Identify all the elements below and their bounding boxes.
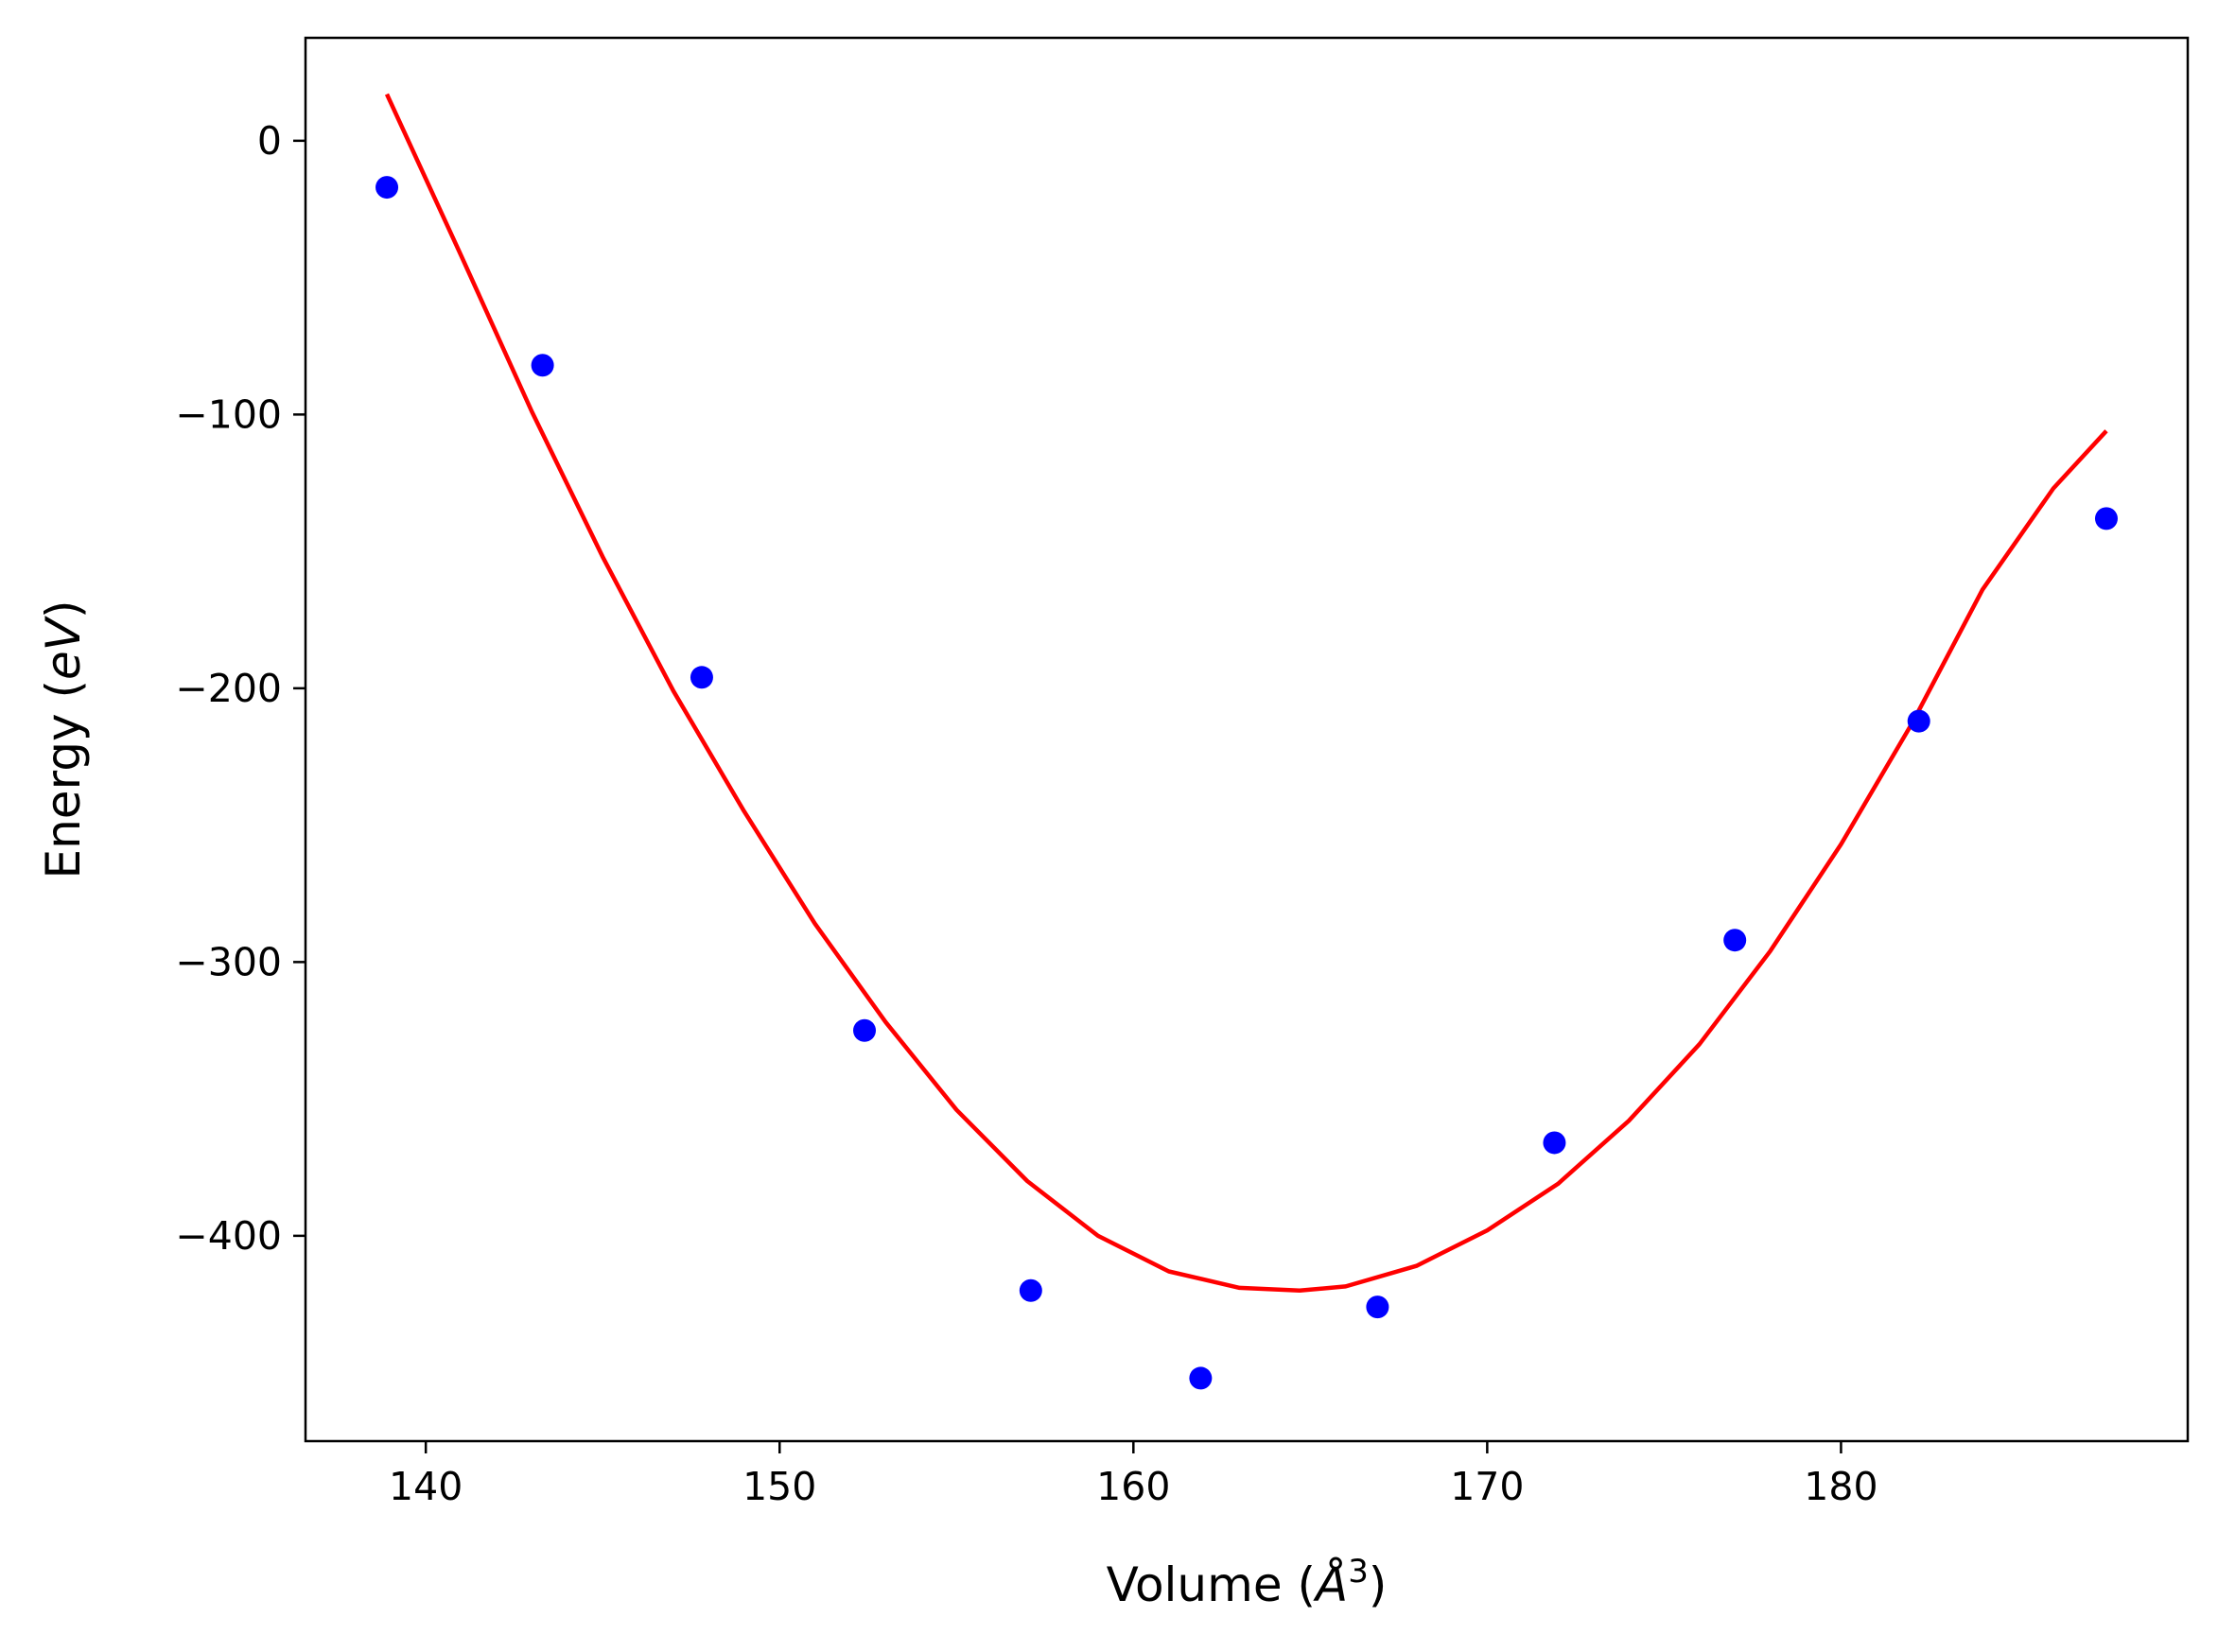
x-axis-ticks: 140 150 160 170 180 xyxy=(389,1441,1878,1509)
data-point xyxy=(1723,929,1747,952)
data-points-layer xyxy=(375,176,2118,1390)
y-tick-label: −200 xyxy=(175,666,282,711)
x-tick-label: 170 xyxy=(1450,1464,1524,1509)
fit-curve-layer xyxy=(384,93,2108,1294)
y-axis-title-close: ) xyxy=(36,600,91,619)
x-axis-title-close: ) xyxy=(1369,1557,1388,1612)
y-axis-title: Energy (eV) xyxy=(36,600,91,879)
x-tick-label: 140 xyxy=(389,1464,463,1509)
data-point xyxy=(1907,709,1930,733)
plot-frame xyxy=(304,36,2190,1443)
y-axis-ticks: 0 −100 −200 −300 −400 xyxy=(175,118,306,1259)
data-point xyxy=(1543,1131,1566,1155)
data-point xyxy=(690,666,713,689)
data-point xyxy=(2094,507,2118,530)
data-point xyxy=(375,176,399,200)
data-point xyxy=(1366,1296,1389,1319)
data-point xyxy=(1189,1366,1213,1390)
x-axis-title-exponent: 3 xyxy=(1348,1553,1369,1591)
data-point xyxy=(531,354,554,377)
x-tick-label: 160 xyxy=(1096,1464,1170,1509)
y-tick-label: 0 xyxy=(257,118,282,164)
x-axis-title: Volume (Å3) xyxy=(1107,1553,1388,1612)
y-tick-label: −100 xyxy=(175,391,282,437)
y-tick-label: −300 xyxy=(175,939,282,984)
y-tick-label: −400 xyxy=(175,1213,282,1259)
x-tick-label: 180 xyxy=(1804,1464,1877,1509)
data-point xyxy=(853,1018,877,1042)
fit-curve xyxy=(384,93,2108,1294)
x-axis-title-unit: Å xyxy=(1313,1557,1348,1612)
x-tick-label: 150 xyxy=(742,1464,816,1509)
data-point xyxy=(1019,1278,1042,1302)
y-axis-title-unit: eV xyxy=(36,615,91,680)
